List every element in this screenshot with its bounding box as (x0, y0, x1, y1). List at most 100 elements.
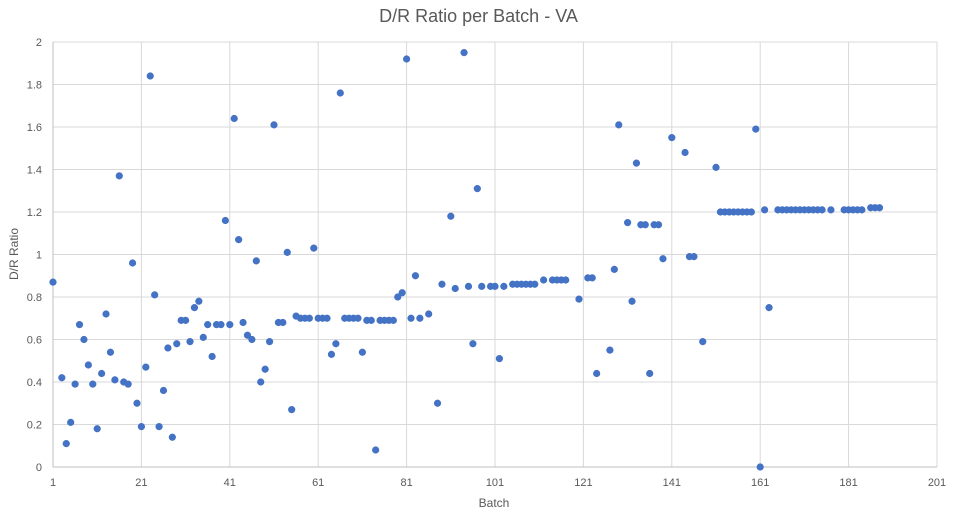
data-point (98, 369, 106, 378)
data-point (354, 314, 362, 322)
data-point (624, 219, 632, 227)
gridlines (53, 41, 938, 467)
data-point (182, 316, 190, 324)
data-point (575, 295, 583, 303)
data-point (128, 259, 137, 267)
data-point (358, 348, 366, 356)
data-point (288, 406, 296, 414)
y-tick-label: 1.4 (27, 165, 42, 177)
x-tick-label: 61 (312, 477, 324, 489)
data-point (199, 333, 207, 341)
data-point (106, 348, 115, 356)
data-point (469, 340, 477, 348)
data-point (438, 280, 446, 288)
x-tick-label: 1 (50, 477, 56, 489)
data-point (336, 89, 344, 97)
data-point (124, 380, 132, 388)
data-point (133, 399, 141, 407)
data-point (62, 440, 70, 448)
data-point (473, 185, 481, 193)
data-point (261, 365, 269, 373)
data-point (646, 369, 654, 378)
x-axis-title: Batch (479, 496, 510, 510)
data-point (310, 244, 318, 252)
data-point (464, 282, 473, 290)
data-point (827, 206, 835, 214)
data-point (447, 212, 455, 220)
data-point (690, 253, 698, 261)
data-point (615, 121, 623, 129)
data-point (235, 236, 243, 244)
data-point (93, 425, 101, 433)
data-point (416, 314, 424, 322)
data-point (195, 297, 203, 305)
data-point (433, 399, 442, 407)
data-point (531, 280, 539, 288)
x-tick-label: 101 (486, 477, 504, 489)
data-point (411, 272, 420, 280)
data-point (252, 257, 260, 265)
data-point (668, 134, 676, 142)
data-point (699, 338, 707, 346)
y-tick-label: 0.6 (27, 335, 42, 347)
y-tick-label: 0 (36, 462, 42, 474)
x-tick-label: 121 (574, 477, 592, 489)
data-point (80, 335, 88, 344)
data-point (102, 310, 110, 318)
data-points (49, 49, 884, 471)
y-tick-label: 0.4 (27, 377, 42, 389)
data-point (628, 297, 636, 305)
data-point (146, 72, 154, 80)
data-point (164, 344, 172, 352)
data-point (151, 291, 159, 299)
data-point (712, 163, 720, 171)
y-tick-label: 1.2 (27, 207, 42, 219)
x-tick-label: 161 (751, 477, 769, 489)
data-point (875, 204, 884, 212)
x-tick-label: 181 (839, 477, 857, 489)
y-tick-label: 2 (36, 37, 42, 49)
data-point (562, 276, 570, 284)
axes (52, 42, 937, 468)
data-point (681, 148, 689, 157)
data-point (58, 374, 66, 382)
data-point (283, 248, 291, 256)
data-point (230, 114, 238, 123)
data-point (500, 282, 508, 290)
y-tick-label: 0.2 (27, 420, 42, 432)
data-point (367, 316, 375, 324)
data-point (761, 206, 769, 214)
data-point (491, 282, 499, 290)
data-point (257, 378, 265, 386)
data-point (71, 380, 79, 388)
data-point (765, 304, 773, 312)
data-point (221, 216, 229, 225)
data-point (632, 159, 641, 167)
data-point (818, 206, 826, 214)
x-tick-labels: 1 21 41 61 81 101 121 141 161 181 201 (50, 477, 946, 489)
y-tick-label: 1 (36, 250, 42, 262)
data-point (752, 125, 760, 133)
data-point (425, 310, 433, 318)
data-point (606, 346, 614, 354)
x-tick-label: 81 (400, 477, 412, 489)
data-point (75, 321, 84, 329)
data-point (248, 335, 256, 344)
data-point (305, 314, 313, 322)
data-point (610, 265, 618, 273)
data-point (747, 208, 755, 216)
data-point (168, 433, 176, 441)
data-point (323, 314, 331, 322)
data-point (226, 321, 234, 329)
data-point (332, 340, 340, 348)
data-point (451, 284, 459, 293)
data-point (217, 321, 225, 329)
data-point (270, 121, 278, 129)
data-point (111, 376, 119, 384)
data-point (460, 49, 468, 57)
data-point (137, 423, 145, 431)
data-point (540, 276, 548, 284)
y-tick-labels: 0 0.2 0.4 0.6 0.8 1 1.2 1.4 1.6 1.8 2 (27, 37, 42, 474)
